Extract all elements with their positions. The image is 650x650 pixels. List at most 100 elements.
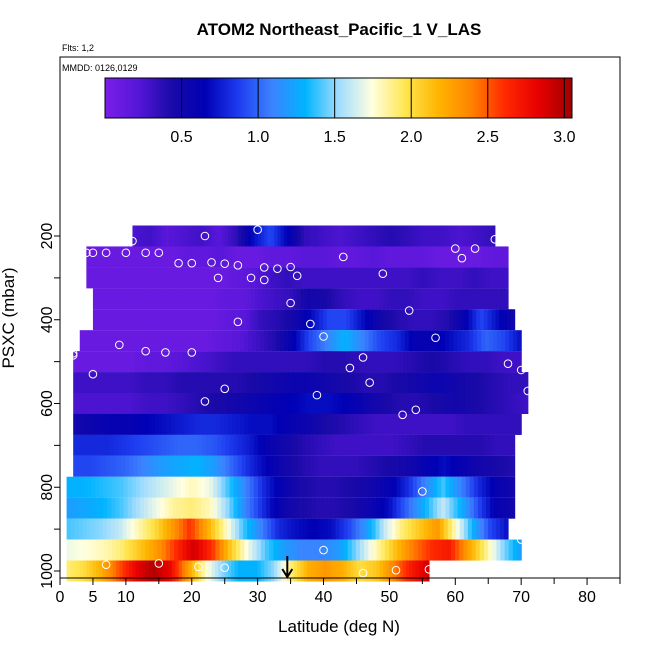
x-tick-label: 30: [249, 589, 267, 606]
heatmap-cell: [465, 393, 471, 414]
heatmap-cell: [402, 434, 407, 456]
heatmap-cell: [458, 455, 464, 477]
heatmap-cell: [321, 351, 327, 373]
heatmap-cell: [293, 434, 299, 456]
heatmap-cell: [288, 309, 293, 331]
heatmap-band: [92, 288, 509, 310]
heatmap-cell: [446, 246, 452, 268]
heatmap-cell: [503, 518, 509, 540]
heatmap-cell: [162, 351, 168, 373]
heatmap-cell: [504, 539, 510, 561]
heatmap-cell: [517, 330, 522, 352]
heatmap-cell: [134, 518, 140, 540]
heatmap-cell: [346, 351, 351, 373]
heatmap-cell: [435, 225, 440, 247]
heatmap-cell: [409, 288, 415, 310]
heatmap-cell: [89, 351, 95, 373]
heatmap-cell: [172, 225, 176, 247]
heatmap-cell: [99, 560, 104, 582]
heatmap-cell: [380, 497, 385, 519]
heatmap-cell: [424, 476, 430, 498]
heatmap-cell: [260, 330, 265, 352]
heatmap-cell: [182, 267, 187, 289]
heatmap-cell: [198, 560, 203, 582]
heatmap-cell: [270, 497, 275, 519]
heatmap-cell: [420, 330, 426, 352]
heatmap-cell: [447, 413, 453, 435]
x-tick-label: 60: [446, 589, 464, 606]
heatmap-cell: [385, 267, 390, 289]
heatmap-cell: [243, 267, 248, 289]
heatmap-cell: [469, 330, 474, 352]
heatmap-cell: [244, 560, 249, 582]
heatmap-cell: [280, 351, 286, 373]
heatmap-cell: [302, 497, 308, 519]
heatmap-cell: [415, 351, 420, 373]
heatmap-cell: [112, 309, 117, 331]
heatmap-cell: [325, 351, 331, 373]
heatmap-cell: [376, 476, 381, 498]
heatmap-cell: [235, 518, 240, 540]
heatmap-cell: [128, 539, 134, 561]
heatmap-cell: [480, 413, 486, 435]
heatmap-cell: [419, 413, 425, 435]
heatmap-cell: [209, 434, 215, 456]
heatmap-cell: [372, 288, 377, 310]
heatmap-cell: [193, 455, 199, 477]
heatmap-cell: [274, 560, 279, 582]
heatmap-cell: [454, 246, 459, 268]
heatmap-cell: [215, 351, 221, 373]
heatmap-cell: [485, 267, 490, 289]
heatmap-cell: [439, 246, 444, 268]
heatmap-cell: [470, 455, 476, 477]
heatmap-cell: [280, 330, 286, 352]
heatmap-cell: [422, 434, 427, 456]
heatmap-cell: [301, 267, 306, 289]
observation-point: [345, 363, 355, 373]
heatmap-cell: [283, 393, 289, 414]
observation-point: [312, 390, 322, 400]
heatmap-band: [79, 330, 522, 352]
heatmap-cell: [313, 413, 319, 435]
heatmap-cell: [479, 539, 485, 561]
heatmap-cell: [486, 497, 491, 519]
heatmap-cell: [437, 476, 442, 498]
heatmap-cell: [374, 393, 380, 414]
heatmap-cell: [506, 309, 512, 331]
heatmap-cell: [371, 518, 377, 540]
heatmap-cell: [338, 309, 343, 331]
heatmap-cell: [112, 539, 117, 561]
heatmap-cell: [124, 539, 130, 561]
heatmap-cell: [460, 351, 465, 373]
heatmap-cell: [109, 413, 115, 435]
heatmap-band: [66, 497, 516, 519]
heatmap-cell: [195, 351, 201, 373]
heatmap-cell: [95, 476, 100, 498]
heatmap-cell: [169, 455, 175, 477]
heatmap-cell: [412, 560, 417, 582]
heatmap-cell: [487, 309, 493, 331]
heatmap-cell: [504, 351, 510, 373]
heatmap-cell: [85, 455, 90, 477]
heatmap-band: [92, 309, 516, 331]
heatmap-cell: [363, 497, 369, 519]
heatmap-cell: [139, 225, 143, 247]
heatmap-cell: [504, 246, 509, 268]
heatmap-cell: [142, 225, 147, 247]
heatmap-cell: [85, 393, 91, 414]
heatmap-cell: [426, 309, 431, 331]
heatmap-cell: [363, 518, 369, 540]
heatmap-cell: [432, 372, 438, 394]
x-tick-label: 40: [315, 589, 333, 606]
heatmap-cell: [97, 434, 102, 456]
heatmap-cell: [81, 393, 87, 414]
heatmap-cell: [320, 267, 325, 289]
mmdd-label: MMDD: 0126,0129: [62, 63, 138, 73]
heatmap-cell: [523, 393, 529, 414]
heatmap-cell: [119, 476, 125, 498]
heatmap-cell: [172, 497, 178, 519]
heatmap-cell: [360, 539, 365, 561]
heatmap-cell: [369, 225, 374, 247]
heatmap-cell: [224, 246, 229, 268]
heatmap-cell: [475, 539, 481, 561]
